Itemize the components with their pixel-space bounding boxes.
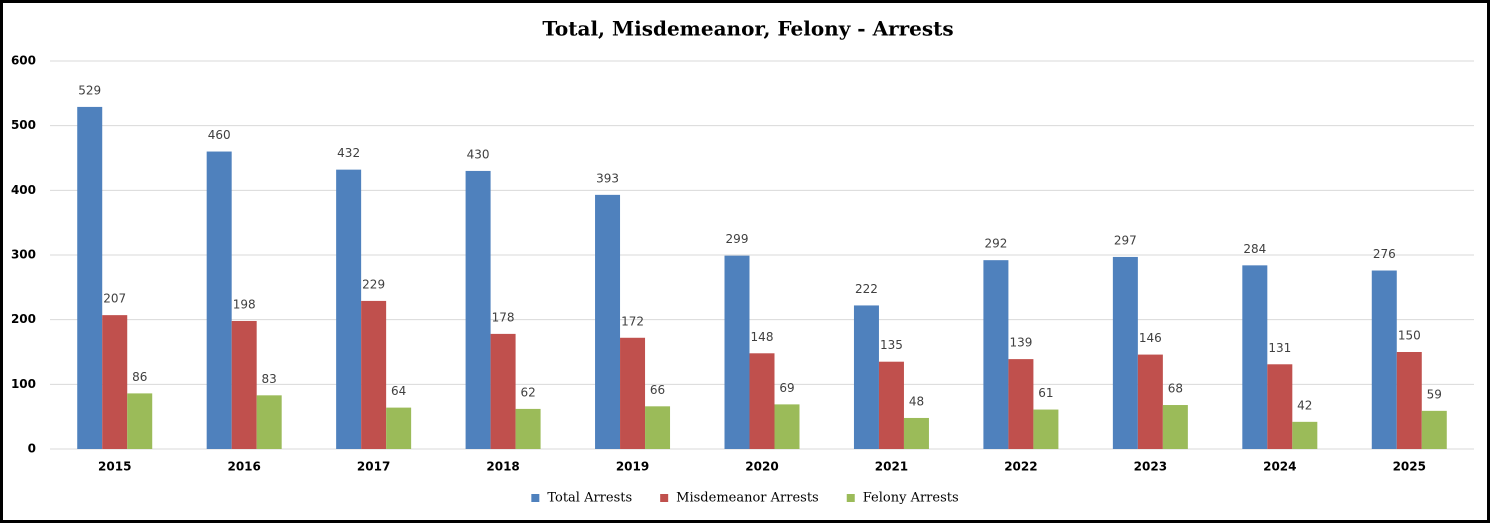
x-tick-label: 2021 — [875, 460, 908, 474]
data-label: 198 — [233, 297, 256, 311]
data-label: 66 — [650, 383, 665, 397]
y-tick-label: 600 — [11, 54, 36, 68]
data-label: 62 — [520, 385, 535, 399]
data-label: 148 — [751, 330, 774, 344]
bar — [256, 395, 282, 449]
bar — [361, 300, 387, 449]
data-label: 292 — [984, 237, 1007, 251]
data-label: 284 — [1243, 242, 1266, 256]
bar — [231, 320, 257, 449]
bar — [903, 417, 929, 449]
bar — [595, 194, 621, 449]
x-tick-label: 2025 — [1393, 460, 1426, 474]
data-label: 86 — [132, 370, 147, 384]
bar — [1033, 409, 1059, 449]
x-tick-label: 2023 — [1134, 460, 1167, 474]
data-label: 222 — [855, 282, 878, 296]
x-tick-label: 2019 — [616, 460, 649, 474]
bar — [774, 404, 800, 449]
data-label: 69 — [779, 381, 794, 395]
x-tick-label: 2022 — [1004, 460, 1037, 474]
data-label: 172 — [621, 314, 644, 328]
legend-label: Misdemeanor Arrests — [676, 491, 819, 506]
data-label: 178 — [492, 310, 515, 324]
data-label: 207 — [103, 292, 126, 306]
bar — [102, 315, 128, 449]
bar — [1242, 265, 1268, 449]
bar — [1137, 354, 1163, 449]
data-label: 64 — [391, 384, 406, 398]
bar — [77, 106, 103, 449]
bar — [206, 151, 232, 450]
y-tick-label: 500 — [11, 118, 36, 132]
bar — [878, 361, 904, 449]
bar — [620, 337, 646, 449]
bar — [983, 260, 1009, 449]
data-label: 150 — [1398, 329, 1421, 343]
bar — [515, 408, 541, 449]
data-label: 393 — [596, 171, 619, 185]
data-label: 48 — [909, 394, 924, 408]
bar — [645, 406, 671, 449]
data-label: 276 — [1373, 247, 1396, 261]
bar — [1396, 352, 1422, 449]
bar — [1008, 359, 1034, 449]
y-tick-label: 0 — [28, 442, 36, 456]
x-tick-label: 2018 — [486, 460, 519, 474]
legend-swatch — [846, 494, 855, 502]
legend-swatch — [531, 494, 540, 502]
data-label: 229 — [362, 277, 385, 291]
bar — [749, 353, 775, 449]
data-label: 297 — [1114, 233, 1137, 247]
bar — [724, 255, 750, 449]
bar — [1421, 410, 1447, 449]
bar — [853, 305, 879, 449]
bar — [1112, 256, 1138, 449]
x-tick-label: 2024 — [1263, 460, 1296, 474]
x-tick-label: 2015 — [98, 460, 131, 474]
legend-label: Total Arrests — [547, 491, 632, 506]
data-label: 299 — [726, 232, 749, 246]
data-label: 139 — [1009, 336, 1032, 350]
bar — [127, 393, 153, 449]
data-label: 83 — [262, 372, 277, 386]
chart-title: Total, Misdemeanor, Felony - Arrests — [542, 17, 953, 41]
data-label: 59 — [1427, 387, 1442, 401]
data-label: 61 — [1038, 386, 1053, 400]
data-label: 68 — [1168, 382, 1183, 396]
bar — [465, 170, 491, 449]
data-label: 135 — [880, 338, 903, 352]
bar — [490, 333, 516, 449]
x-tick-label: 2020 — [745, 460, 778, 474]
data-label: 529 — [78, 83, 101, 97]
bar — [1162, 405, 1188, 449]
data-label: 146 — [1139, 331, 1162, 345]
data-label: 42 — [1297, 398, 1312, 412]
y-tick-label: 300 — [11, 248, 36, 262]
legend-swatch — [660, 494, 669, 502]
x-tick-label: 2017 — [357, 460, 390, 474]
bar — [1267, 364, 1293, 449]
bar — [1371, 270, 1397, 449]
data-label: 460 — [208, 128, 231, 142]
bar — [386, 407, 412, 449]
x-tick-label: 2016 — [227, 460, 260, 474]
data-label: 430 — [467, 147, 490, 161]
y-tick-label: 400 — [11, 183, 36, 197]
data-label: 432 — [337, 146, 360, 160]
bar — [336, 169, 362, 449]
y-tick-label: 200 — [11, 312, 36, 326]
y-tick-label: 100 — [11, 377, 36, 391]
data-label: 131 — [1268, 341, 1291, 355]
bar — [1292, 421, 1318, 449]
legend-label: Felony Arrests — [863, 491, 959, 506]
